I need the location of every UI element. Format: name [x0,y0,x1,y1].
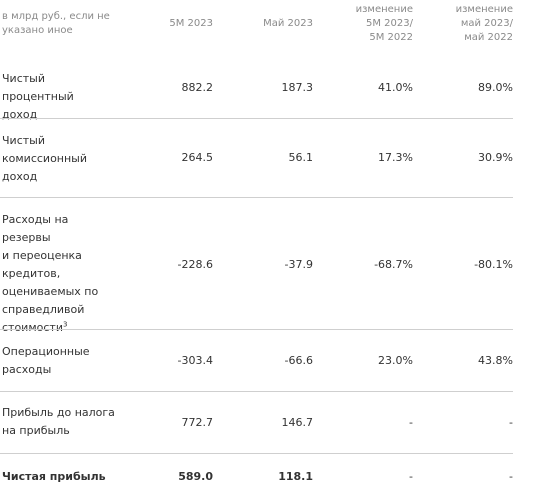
column-header-may-2023: Май 2023 [263,18,313,29]
cell-value: 187.3 [281,81,314,94]
row-label-line: Чистый процентный [2,72,74,103]
cell-value: 89.0% [478,81,513,94]
row-label-line: оцениваемых по [2,285,99,298]
row-label-line: справедливой [2,303,85,316]
column-header-change-may-line3: май 2022 [464,32,513,43]
footnote-marker: 3 [62,320,68,329]
row-label-net-interest-income: Чистый процентный доход [2,70,120,124]
cell-value: 118.1 [278,470,313,483]
row-label-net-profit: Чистая прибыль [2,468,120,486]
row-label-net-fee-income: Чистый комиссионный доход [2,132,120,186]
row-label-text: стоимости [2,321,63,334]
cell-value: -68.7% [374,258,413,271]
cell-value: 146.7 [281,416,314,429]
cell-value: 264.5 [181,151,214,164]
row-label-line: доход [2,108,38,121]
cell-value: 56.1 [288,151,314,164]
column-header-change-5m-line1: изменение [355,4,413,15]
row-label-line: кредитов, [2,267,61,280]
row-divider [0,329,513,330]
cell-value: - [509,416,513,429]
cell-value: -303.4 [177,354,213,367]
cell-value: 43.8% [478,354,513,367]
row-label-line: Операционные [2,345,90,358]
cell-value: 23.0% [378,354,413,367]
row-label-line: Чистая прибыль [2,470,106,483]
unit-note: в млрд руб., если не указано иное [2,11,110,36]
row-label-provisions: Расходы на резервы и переоценка кредитов… [2,211,120,337]
row-label-operating-expenses: Операционные расходы [2,343,120,379]
cell-value: -37.9 [284,258,313,271]
row-label-line: стоимости3 [2,319,120,337]
column-header-change-may: изменение май 2023/ май 2022 [413,3,513,45]
cell-value: 589.0 [178,470,213,483]
column-header-change-5m-line3: 5М 2022 [369,32,413,43]
column-header-change-5m-line2: 5М 2023/ [366,18,413,29]
cell-value: -228.6 [177,258,213,271]
cell-value: 41.0% [378,81,413,94]
cell-value: - [509,470,513,483]
row-label-line: Расходы на резервы [2,213,69,244]
row-label-line: расходы [2,363,52,376]
row-divider [0,197,513,198]
cell-value: 772.7 [181,416,214,429]
row-label-line: Прибыль до налога [2,406,115,419]
row-divider [0,453,513,454]
row-divider [0,391,513,392]
row-label-line: доход [2,170,38,183]
cell-value: -80.1% [474,258,513,271]
column-header-change-may-line1: изменение [455,4,513,15]
column-header-5m-2023: 5М 2023 [169,18,213,29]
row-label-line: на прибыль [2,424,70,437]
cell-value: - [409,416,413,429]
cell-value: 17.3% [378,151,413,164]
row-label-line: Чистый [2,134,45,147]
cell-value: -66.6 [284,354,313,367]
cell-value: - [409,470,413,483]
row-label-line: комиссионный [2,152,88,165]
row-label-line: и переоценка [2,249,82,262]
cell-value: 30.9% [478,151,513,164]
row-label-profit-before-tax: Прибыль до налога на прибыль [2,404,120,440]
cell-value: 882.2 [181,81,214,94]
column-header-change-5m: изменение 5М 2023/ 5М 2022 [313,3,413,45]
column-header-change-may-line2: май 2023/ [460,18,513,29]
row-divider [0,118,513,119]
